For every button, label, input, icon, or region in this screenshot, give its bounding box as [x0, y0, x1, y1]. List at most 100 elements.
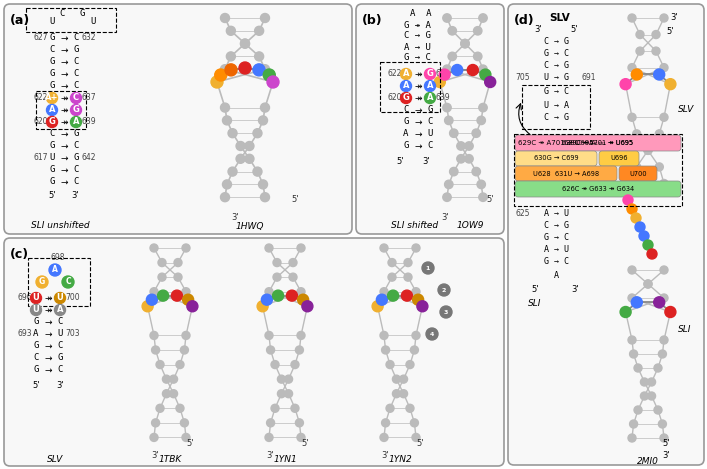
Text: 5': 5'	[531, 285, 539, 294]
Text: 630G → C699: 630G → C699	[534, 156, 578, 161]
Circle shape	[402, 290, 412, 301]
Circle shape	[643, 240, 653, 250]
Circle shape	[182, 433, 190, 441]
Circle shape	[660, 266, 668, 274]
Circle shape	[255, 26, 264, 35]
Text: C: C	[403, 106, 409, 114]
Text: G → C: G → C	[544, 88, 568, 97]
Circle shape	[450, 167, 458, 176]
Circle shape	[259, 180, 267, 189]
Text: G: G	[49, 58, 54, 67]
Circle shape	[479, 65, 487, 74]
Text: A: A	[73, 118, 79, 127]
Text: A: A	[57, 305, 63, 315]
Circle shape	[228, 129, 237, 138]
Circle shape	[174, 273, 182, 281]
Text: 1YN1: 1YN1	[273, 455, 297, 464]
Circle shape	[400, 92, 411, 104]
Circle shape	[265, 287, 273, 296]
Text: A+: A+	[45, 93, 59, 103]
Circle shape	[634, 364, 642, 372]
Circle shape	[440, 306, 452, 318]
Text: 691: 691	[582, 74, 597, 83]
Text: G: G	[49, 69, 54, 78]
Circle shape	[636, 47, 644, 55]
Circle shape	[424, 68, 436, 80]
Circle shape	[399, 390, 407, 398]
Text: A → U: A → U	[544, 245, 568, 255]
Circle shape	[71, 92, 81, 104]
Circle shape	[182, 294, 194, 305]
Circle shape	[628, 113, 636, 121]
Text: →: →	[60, 153, 68, 162]
Text: ↠: ↠	[45, 305, 52, 315]
Text: 627: 627	[33, 33, 48, 43]
Circle shape	[211, 76, 223, 88]
Circle shape	[163, 375, 170, 383]
Text: ↠: ↠	[414, 69, 422, 78]
Circle shape	[273, 290, 284, 301]
Circle shape	[404, 258, 412, 266]
Circle shape	[158, 273, 166, 281]
Circle shape	[302, 301, 313, 312]
Circle shape	[150, 433, 158, 441]
Circle shape	[265, 332, 273, 340]
Circle shape	[620, 79, 631, 90]
Circle shape	[639, 231, 649, 241]
Circle shape	[665, 79, 676, 90]
Circle shape	[273, 273, 281, 281]
Text: 5': 5'	[186, 439, 194, 448]
Text: A: A	[403, 82, 409, 91]
Text: G → C: G → C	[544, 50, 568, 59]
Circle shape	[372, 301, 383, 312]
Circle shape	[255, 52, 264, 61]
Circle shape	[267, 76, 279, 88]
Circle shape	[648, 378, 655, 386]
Text: 696: 696	[18, 294, 32, 303]
Circle shape	[182, 332, 190, 340]
Circle shape	[380, 332, 388, 340]
Circle shape	[654, 364, 662, 372]
Circle shape	[658, 420, 667, 428]
Text: G: G	[57, 354, 63, 363]
Circle shape	[267, 346, 274, 354]
Text: C: C	[49, 45, 54, 54]
Circle shape	[628, 14, 636, 22]
Text: C: C	[74, 166, 78, 174]
Text: →: →	[60, 177, 68, 187]
Circle shape	[630, 420, 638, 428]
Text: 629C ↠ A₁₇₀₁ ↠ U695: 629C ↠ A₁₇₀₁ ↠ U695	[563, 140, 633, 146]
Circle shape	[479, 193, 487, 201]
Circle shape	[226, 52, 235, 61]
Circle shape	[273, 258, 281, 266]
Circle shape	[412, 433, 420, 441]
Text: A: A	[403, 129, 409, 138]
Text: U: U	[49, 16, 54, 25]
Circle shape	[627, 204, 637, 214]
Text: A: A	[52, 265, 58, 274]
Circle shape	[472, 167, 481, 176]
Text: →: →	[45, 318, 52, 326]
Circle shape	[239, 62, 251, 74]
Text: U: U	[427, 129, 433, 138]
Circle shape	[628, 294, 636, 302]
Circle shape	[228, 167, 237, 176]
Text: 3': 3'	[662, 452, 670, 461]
FancyBboxPatch shape	[515, 166, 617, 181]
Text: A  A: A A	[410, 9, 431, 18]
Circle shape	[380, 287, 388, 296]
Circle shape	[297, 287, 305, 296]
Circle shape	[284, 375, 293, 383]
FancyBboxPatch shape	[619, 166, 657, 181]
FancyBboxPatch shape	[4, 238, 504, 466]
Text: →: →	[45, 365, 52, 375]
Circle shape	[654, 69, 665, 80]
Circle shape	[660, 336, 668, 344]
Circle shape	[654, 297, 665, 308]
Circle shape	[260, 14, 269, 23]
Circle shape	[150, 287, 158, 296]
Circle shape	[49, 264, 61, 276]
Circle shape	[170, 375, 177, 383]
Text: A: A	[427, 82, 433, 91]
Circle shape	[150, 244, 158, 252]
